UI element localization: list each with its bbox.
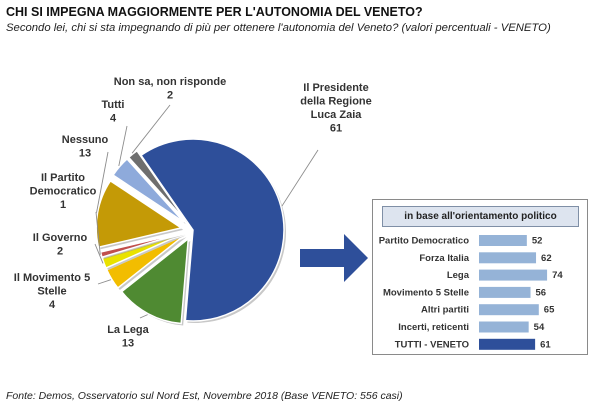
pie-label: Il Presidente della Regione Luca Zaia 61 (300, 82, 372, 135)
pie-slice (140, 138, 285, 322)
pie-slice-shadow (104, 235, 186, 271)
pie-label: La Lega 13 (107, 324, 149, 350)
bar-category-label: TUTTI - VENETO (395, 339, 469, 350)
leader-line (139, 314, 148, 319)
leader-line (96, 151, 109, 213)
pointer-arrow (300, 234, 368, 282)
bar-value-label: 74 (552, 270, 563, 281)
pie-label: Tutti 4 (101, 99, 124, 125)
bar-category-label: Movimento 5 Stelle (383, 287, 469, 298)
leader-line (131, 104, 171, 154)
pie-slice (127, 149, 187, 222)
pie-label: Il Governo 2 (33, 232, 88, 258)
source-note: Fonte: Demos, Osservatorio sul Nord Est,… (6, 390, 403, 402)
pie-slice (95, 179, 184, 249)
bar-chart: Partito Democratico 52 Forza Italia 62 Lega 7… (379, 235, 563, 350)
pie-slice (120, 237, 190, 325)
bar (479, 235, 527, 246)
bar-value-label: 54 (534, 322, 545, 333)
bar (479, 338, 536, 350)
leader-line (95, 211, 101, 255)
pie-slice-shadow (102, 234, 186, 260)
pie-label: Non sa, non risponde 2 (114, 76, 226, 102)
bar-category-label: Altri partiti (421, 305, 469, 316)
bar-value-label: 65 (544, 305, 555, 316)
chart-title: CHI SI IMPEGNA MAGGIORMENTE PER L'AUTONO… (6, 5, 423, 19)
bar-value-label: 56 (536, 287, 547, 298)
pie-slice (101, 232, 184, 270)
bar (479, 304, 539, 316)
pie-slice (99, 231, 184, 259)
bar-category-label: Forza Italia (419, 253, 469, 264)
leader-line (118, 125, 128, 167)
bar-category-label: Lega (447, 270, 470, 281)
leader-line (94, 243, 104, 264)
bar (479, 252, 537, 264)
political-orientation-panel: in base all'orientamento politico Partit… (372, 199, 588, 355)
bar-value-label: 62 (541, 253, 552, 264)
bar-value-label: 61 (540, 339, 551, 350)
chart-subtitle: Secondo lei, chi si sta impegnando di pi… (6, 22, 551, 34)
bar-value-label: 52 (532, 236, 543, 247)
bar-category-label: Incerti, reticenti (398, 322, 469, 333)
bar (479, 286, 531, 298)
leader-line (281, 149, 319, 207)
panel-title: in base all'orientamento politico (382, 206, 579, 227)
leader-line (97, 279, 112, 285)
bar-category-label: Partito Democratico (379, 236, 469, 247)
bar (479, 269, 548, 281)
pie-slice (105, 234, 185, 290)
pie-label: Nessuno 13 (62, 134, 109, 160)
pie-label: Il Movimento 5 Stelle 4 (14, 272, 90, 311)
pie-label: Il Partito Democratico 1 (30, 172, 97, 211)
bar (479, 321, 529, 333)
pie-slice (112, 157, 185, 223)
